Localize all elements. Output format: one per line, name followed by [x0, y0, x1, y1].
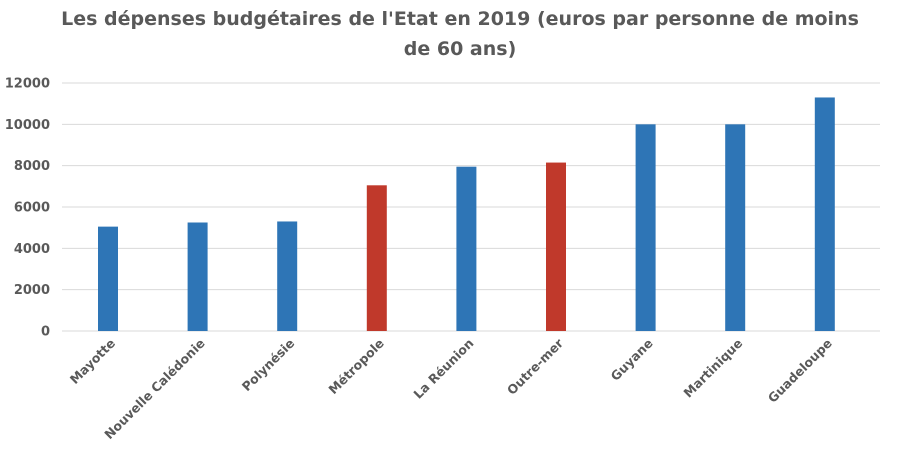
bar-mayotte — [98, 226, 118, 331]
x-category-label: La Réunion — [410, 336, 476, 402]
x-category-label: Polynésie — [239, 336, 298, 395]
y-tick-label: 4000 — [14, 242, 50, 257]
x-category-label: Outre-mer — [504, 335, 567, 398]
bar-la-r-union — [456, 166, 477, 331]
y-tick-label: 2000 — [14, 283, 50, 298]
x-category-label: Martinique — [680, 336, 745, 401]
bar-polyn-sie — [277, 221, 298, 331]
x-category-label: Nouvelle Calédonie — [101, 336, 207, 442]
chart-title: Les dépenses budgétaires de l'Etat en 20… — [61, 8, 859, 60]
x-category-label: Mayotte — [67, 336, 118, 387]
bar-m-tropole — [366, 185, 387, 331]
bar-nouvelle-cal-donie — [187, 222, 208, 331]
bars — [98, 97, 835, 331]
y-axis-ticks: 0 2000 4000 6000 8000 10000 12000 — [5, 77, 50, 340]
bar-guyane — [635, 124, 656, 331]
x-category-label: Métropole — [325, 336, 386, 397]
bar-martinique — [725, 124, 746, 331]
y-tick-label: 0 — [41, 325, 50, 340]
bar-outre-mer — [546, 162, 566, 331]
y-tick-label: 10000 — [5, 118, 50, 133]
x-category-label: Guyane — [608, 336, 656, 384]
y-tick-label: 12000 — [5, 77, 50, 92]
bar-guadeloupe — [814, 97, 835, 331]
x-category-label: Guadeloupe — [765, 336, 835, 406]
y-tick-label: 6000 — [14, 201, 50, 216]
y-tick-label: 8000 — [14, 159, 50, 174]
